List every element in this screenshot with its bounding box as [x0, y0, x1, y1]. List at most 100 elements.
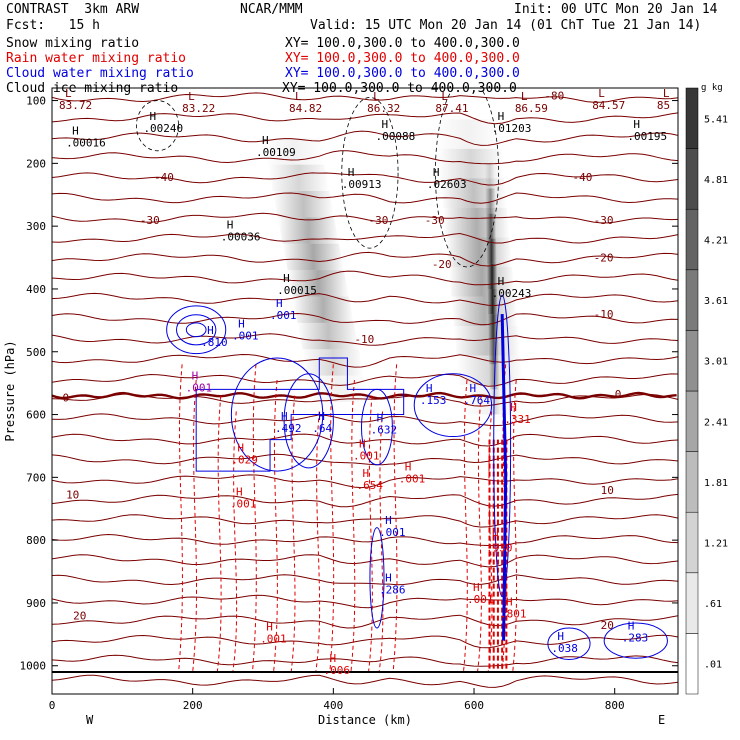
colorbar-segment-5 — [685, 330, 699, 392]
colorbar-label-5: 3.01 — [704, 357, 728, 368]
cloud-ice-contour-1 — [434, 88, 500, 268]
colorbar-segment-3 — [685, 451, 699, 513]
max-value-2: .00109 — [256, 146, 296, 159]
max-marker-32: H — [557, 630, 564, 643]
cloud-water-block-outline — [195, 357, 405, 472]
isotherm-line-3 — [52, 150, 678, 165]
isotherm-line-23 — [52, 554, 678, 568]
snow-shading-plume-1 — [446, 237, 513, 267]
snow-shading-plume-1 — [454, 326, 521, 356]
legend-rain-name: Rain water mixing ratio — [6, 51, 187, 66]
max-marker-31: H — [266, 621, 273, 634]
snow-shading-plume-2 — [485, 188, 496, 214]
max-value-9: .00015 — [277, 284, 317, 297]
rain-water-contour-12 — [392, 364, 398, 673]
max-marker-28: H — [385, 572, 392, 585]
isotherm-line-21 — [52, 514, 678, 528]
rain-water-contour-4 — [251, 364, 257, 673]
colorbar-segment-7 — [685, 208, 699, 271]
cloud-water-contour-8 — [493, 294, 512, 598]
max-marker-29: H — [473, 581, 480, 594]
max-value-34: .006 — [324, 664, 351, 677]
isotherm-line-13 — [52, 353, 678, 368]
y-tick-label-5: 600 — [26, 409, 46, 422]
max-marker-25: H — [236, 486, 243, 499]
colorbar-label-4: 2.41 — [704, 417, 728, 428]
max-marker-3: H — [382, 118, 389, 131]
low-value-1: 83.22 — [182, 102, 215, 115]
colorbar-label-0: .01 — [704, 660, 722, 671]
max-value-0: .00240 — [143, 122, 183, 135]
max-value-22: .001 — [353, 449, 380, 462]
west-label: W — [86, 713, 94, 727]
max-value-19: .632 — [371, 424, 398, 437]
max-value-1: .00016 — [66, 137, 106, 150]
max-marker-27: H — [492, 530, 499, 543]
isotherm-label-5: -30 — [425, 214, 445, 227]
max-value-21: .029 — [231, 454, 258, 467]
max-value-4: .01203 — [492, 122, 532, 135]
x-axis-label: Distance (km) — [318, 713, 412, 727]
max-marker-18: H — [318, 410, 325, 423]
isotherm-line-6 — [52, 212, 678, 224]
legend-cloudwater-xy: XY= 100.0,300.0 to 400.0,300.0 — [285, 66, 520, 81]
max-marker-7: H — [433, 166, 440, 179]
snow-shading-plume-0 — [297, 322, 359, 350]
valid-time: Valid: 15 UTC Mon 20 Jan 14 (01 ChT Tue … — [310, 18, 702, 33]
snow-shading-plume-2 — [489, 389, 501, 415]
snow-shading-plume-1 — [435, 119, 502, 149]
snow-shading-plume-2 — [486, 263, 498, 289]
max-value-10: .00243 — [492, 287, 532, 300]
max-value-24: .001 — [399, 472, 426, 485]
y-tick-label-6: 700 — [26, 471, 46, 484]
max-marker-16: H — [469, 382, 476, 395]
rain-water-contour-1 — [192, 379, 198, 673]
max-marker-6: H — [348, 166, 355, 179]
isotherm-label-13: 10 — [66, 488, 79, 501]
isotherm-line-27 — [52, 634, 678, 649]
isotherm-line-25 — [52, 594, 678, 609]
low-marker-1: L — [188, 90, 195, 103]
low-value-2: 84.82 — [289, 102, 322, 115]
max-value-15: .153 — [420, 394, 447, 407]
legend-rain-xy: XY= 100.0,300.0 to 400.0,300.0 — [285, 51, 520, 66]
max-value-29: .001 — [467, 593, 494, 606]
org-label: NCAR/MMM — [240, 2, 303, 17]
max-marker-9: H — [283, 272, 290, 285]
isotherm-label-9: -10 — [354, 333, 374, 346]
y-tick-label-3: 400 — [26, 283, 46, 296]
low-value-5: 86.59 — [515, 102, 548, 115]
y-tick-label-9: 1000 — [20, 660, 47, 673]
isotherm-line-1 — [52, 112, 678, 125]
init-time: Init: 00 UTC Mon 20 Jan 14 — [514, 2, 718, 17]
colorbar-label-7: 4.21 — [704, 236, 728, 247]
max-marker-5: H — [633, 118, 640, 131]
isotherm-line-24 — [52, 574, 678, 586]
low-marker-7: L — [663, 87, 670, 100]
x-tick-label-2: 400 — [323, 699, 343, 712]
isotherm-label-6: -30 — [594, 214, 614, 227]
isotherm-label-7: -20 — [432, 258, 452, 271]
max-value-12: .810 — [201, 336, 228, 349]
cloud-water-contour-10 — [603, 622, 668, 659]
max-value-3: .00088 — [376, 130, 416, 143]
isotherm-line-22 — [52, 533, 678, 547]
colorbar-label-9: 5.41 — [704, 114, 728, 125]
max-value-20: .331 — [504, 413, 531, 426]
y-tick-label-4: 500 — [26, 346, 46, 359]
y-tick-label-1: 200 — [26, 157, 46, 170]
cloud-water-contour-9 — [547, 627, 591, 660]
max-value-25: .001 — [230, 498, 257, 511]
colorbar-segment-2 — [685, 511, 699, 574]
colorbar-label-6: 3.61 — [704, 296, 728, 307]
low-value-4: 87.41 — [435, 102, 468, 115]
max-marker-13: H — [238, 317, 245, 330]
colorbar-segment-1 — [685, 572, 699, 634]
max-marker-17: H — [281, 410, 288, 423]
isotherm-label-1: -40 — [154, 171, 174, 184]
y-tick-label-8: 900 — [26, 597, 46, 610]
y-tick-label-0: 100 — [26, 95, 46, 108]
isotherm-label-8: -20 — [594, 252, 614, 265]
isotherm-label-10: -10 — [594, 308, 614, 321]
